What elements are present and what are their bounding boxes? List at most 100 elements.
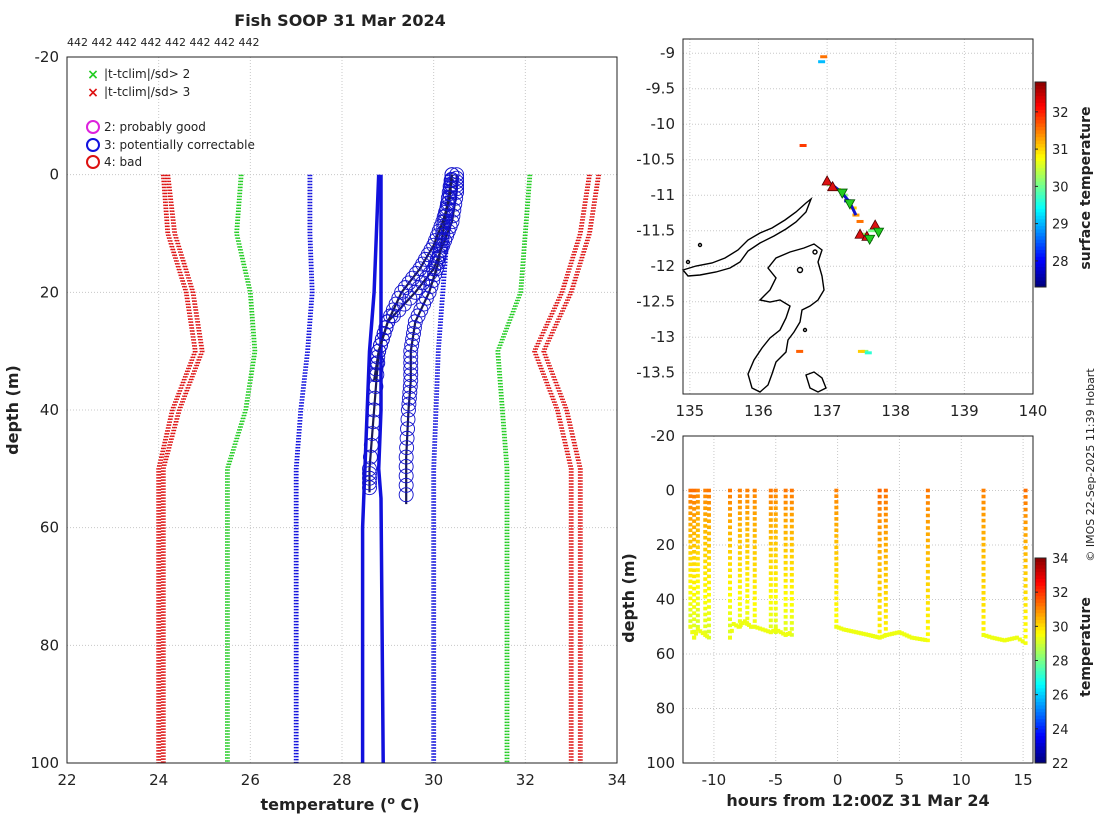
section-temperature-point [703, 612, 708, 617]
map-lon-tick-label: 140 [1019, 402, 1048, 420]
section-temperature-point [789, 536, 794, 541]
surface-colorbar-band [1035, 187, 1046, 192]
section-temperature-point [773, 494, 778, 499]
flag-3-circle-marker [362, 480, 377, 496]
surface-colorbar-band [1035, 116, 1046, 121]
temperature-colorbar-band [1035, 640, 1046, 644]
section-temperature-point [981, 494, 986, 499]
surface-colorbar-band [1035, 263, 1046, 267]
section-bottom-point [783, 632, 788, 637]
section-temperature-point [703, 565, 708, 570]
observed-cast-line [376, 174, 385, 764]
temperature-colorbar-band [1035, 585, 1046, 590]
section-temperature-point [706, 550, 711, 554]
section-bottom-point [1017, 637, 1022, 642]
section-bottom-point [875, 635, 880, 640]
section-bottom-point [740, 621, 745, 626]
observed-cast-line [373, 174, 454, 381]
section-temperature-point [768, 618, 773, 623]
section-temperature-point [752, 500, 757, 504]
legend-label-2sd: |t-tclim|/sd> 2 [104, 67, 190, 81]
section-temperature-point [745, 522, 750, 526]
section-temperature-point [695, 505, 700, 510]
flag-3-circle-marker [428, 261, 444, 277]
section-ytick-label: 40 [656, 591, 675, 609]
section-temperature-point [703, 577, 708, 581]
section-bottom-point [755, 625, 760, 630]
section-bottom-point [695, 627, 700, 632]
section-bottom-point [892, 631, 897, 636]
profile-legend: × |t-tclim|/sd> 2 × |t-tclim|/sd> 3 2: p… [86, 67, 255, 169]
section-temperature-point [883, 609, 888, 613]
section-temperature-point [789, 633, 794, 637]
section-bottom-point [771, 628, 776, 633]
section-temperature-point [834, 488, 839, 493]
surface-colorbar-band [1035, 259, 1046, 264]
surface-colorbar-band [1035, 239, 1046, 244]
section-temperature-point [695, 562, 700, 567]
surface-colorbar-band [1035, 198, 1046, 203]
temperature-colorbar-tick-label: 24 [1052, 723, 1069, 738]
section-temperature-point [789, 627, 794, 631]
section-temperature-point [737, 488, 742, 493]
section-temperature-point [877, 494, 882, 499]
section-temperature-point [727, 550, 732, 554]
section-bottom-point [736, 624, 741, 629]
flag-3-circle-marker [401, 275, 417, 291]
map-lon-tick-label: 135 [676, 402, 705, 420]
section-temperature-point [692, 494, 697, 499]
section-temperature-point [706, 580, 711, 585]
section-bottom-point [990, 635, 995, 640]
section-ylabel: depth (m) [619, 553, 638, 643]
section-temperature-point [692, 537, 697, 542]
climatology-line [434, 174, 450, 763]
temperature-colorbar-tick-label: 32 [1052, 586, 1069, 601]
section-temperature-point [688, 539, 693, 544]
section-temperature-point [688, 596, 693, 601]
section-temperature-point [773, 518, 778, 522]
flag-3-circle-marker [362, 470, 377, 486]
climatology-line [541, 174, 598, 763]
temperature-colorbar-tick-label: 28 [1052, 655, 1069, 670]
map-lat-tick-label: -10 [651, 115, 676, 133]
section-bottom-point [738, 622, 743, 627]
section-temperature-point [981, 548, 986, 553]
section-temperature-point [883, 500, 888, 505]
section-temperature-point [692, 519, 697, 523]
section-temperature-point [768, 583, 773, 587]
section-temperature-point [834, 528, 839, 533]
section-bottom-point [1002, 638, 1007, 643]
section-temperature-point [727, 488, 732, 493]
section-temperature-point [737, 613, 742, 618]
section-temperature-point [783, 494, 788, 499]
section-temperature-point [773, 559, 778, 564]
section-temperature-point [834, 607, 839, 612]
section-temperature-point [695, 522, 700, 527]
section-temperature-point [706, 507, 711, 511]
section-temperature-point [925, 613, 930, 618]
profile-ytick-label: 100 [30, 754, 59, 772]
temperature-colorbar-band [1035, 558, 1046, 562]
legend-green-x-icon: × [87, 67, 99, 83]
section-temperature-point [727, 599, 732, 603]
surface-colorbar-band [1035, 184, 1046, 189]
section-bottom-point [778, 630, 783, 635]
section-temperature-point [834, 585, 839, 589]
section-temperature-point [789, 530, 794, 535]
section-bottom-point [859, 631, 864, 636]
profile-ytick-label: 40 [40, 401, 59, 419]
climatology-line [498, 174, 533, 763]
section-temperature-point [706, 617, 711, 622]
section-ytick-label: 20 [656, 536, 675, 554]
flag-3-circle-marker [374, 331, 390, 347]
temperature-colorbar-band [1035, 684, 1046, 689]
section-temperature-point [773, 589, 778, 593]
section-temperature-point [745, 572, 750, 576]
profile-xtick-label: 24 [149, 771, 168, 789]
section-temperature-point [883, 560, 888, 565]
section-temperature-point [688, 500, 693, 504]
section-temperature-point [883, 548, 888, 553]
temperature-colorbar-band [1035, 660, 1046, 665]
section-temperature-point [883, 524, 888, 529]
section-temperature-point [877, 574, 882, 579]
